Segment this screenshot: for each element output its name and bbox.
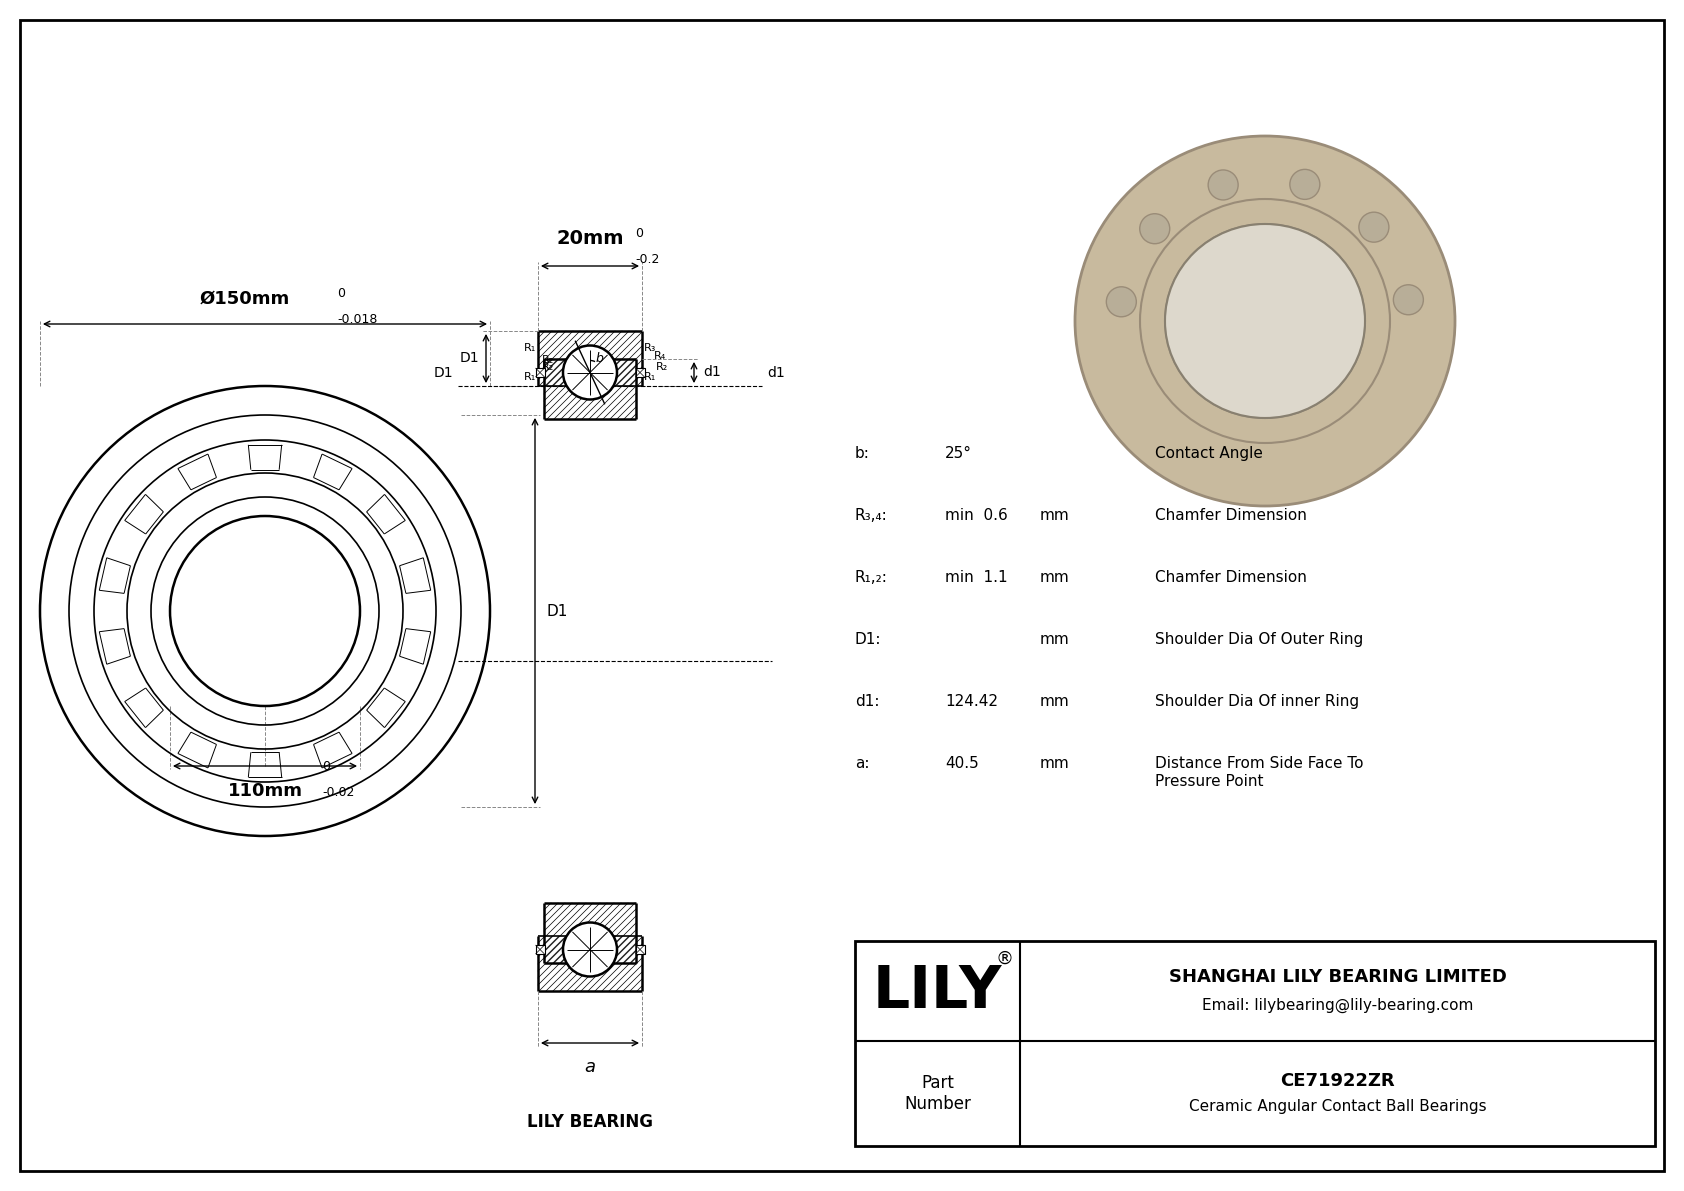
Text: mm: mm: [1041, 509, 1069, 523]
Circle shape: [562, 345, 616, 399]
Text: D1:: D1:: [855, 632, 881, 647]
Text: R₂: R₂: [542, 362, 554, 372]
Ellipse shape: [1074, 136, 1455, 506]
Text: R₁,₂:: R₁,₂:: [855, 570, 887, 585]
Text: Chamfer Dimension: Chamfer Dimension: [1155, 570, 1307, 585]
Ellipse shape: [1140, 213, 1170, 244]
Ellipse shape: [1165, 224, 1366, 418]
Text: Pressure Point: Pressure Point: [1155, 774, 1263, 788]
Text: d1: d1: [702, 366, 721, 380]
Text: 124.42: 124.42: [945, 694, 999, 709]
Ellipse shape: [1165, 224, 1366, 418]
Text: Email: lilybearing@lily-bearing.com: Email: lilybearing@lily-bearing.com: [1202, 997, 1474, 1012]
Text: Contact Angle: Contact Angle: [1155, 445, 1263, 461]
Text: R₃: R₃: [643, 343, 657, 353]
Text: Part
Number: Part Number: [904, 1074, 972, 1112]
Text: Distance From Side Face To: Distance From Side Face To: [1155, 756, 1364, 771]
Text: SHANGHAI LILY BEARING LIMITED: SHANGHAI LILY BEARING LIMITED: [1169, 968, 1507, 986]
Text: -0.018: -0.018: [337, 313, 377, 326]
Text: Ø150mm: Ø150mm: [200, 289, 290, 308]
Text: D1: D1: [460, 351, 478, 366]
Text: Ceramic Angular Contact Ball Bearings: Ceramic Angular Contact Ball Bearings: [1189, 1099, 1487, 1114]
Text: mm: mm: [1041, 694, 1069, 709]
Text: mm: mm: [1041, 756, 1069, 771]
Text: R₁: R₁: [524, 343, 536, 353]
Text: mm: mm: [1041, 570, 1069, 585]
Text: b:: b:: [855, 445, 871, 461]
Text: LILY BEARING: LILY BEARING: [527, 1114, 653, 1131]
Ellipse shape: [1290, 169, 1320, 199]
Text: 0: 0: [635, 227, 643, 241]
Text: d1: d1: [766, 366, 785, 380]
Text: b: b: [596, 353, 605, 366]
Text: Shoulder Dia Of Outer Ring: Shoulder Dia Of Outer Ring: [1155, 632, 1364, 647]
Text: R₃,₄:: R₃,₄:: [855, 509, 887, 523]
Text: 25°: 25°: [945, 445, 972, 461]
Text: a:: a:: [855, 756, 869, 771]
Text: LILY: LILY: [872, 962, 1002, 1019]
Text: Chamfer Dimension: Chamfer Dimension: [1155, 509, 1307, 523]
Text: 20mm: 20mm: [556, 229, 623, 248]
Text: a: a: [584, 1058, 596, 1075]
Text: Shoulder Dia Of inner Ring: Shoulder Dia Of inner Ring: [1155, 694, 1359, 709]
Text: min  0.6: min 0.6: [945, 509, 1007, 523]
Text: D1: D1: [547, 604, 569, 618]
Text: min  1.1: min 1.1: [945, 570, 1007, 585]
Text: 0: 0: [337, 287, 345, 300]
Text: 110mm: 110mm: [227, 782, 303, 800]
Text: R₁: R₁: [643, 372, 657, 382]
Bar: [635, 944, 645, 954]
Circle shape: [562, 923, 616, 977]
Text: R₁: R₁: [524, 372, 536, 382]
Text: D1: D1: [433, 366, 453, 380]
Text: -0.2: -0.2: [635, 252, 660, 266]
Text: R₂: R₂: [542, 355, 554, 364]
Text: -0.02: -0.02: [322, 786, 354, 799]
Bar: [536, 944, 544, 954]
Bar: [536, 368, 544, 378]
Ellipse shape: [1393, 285, 1423, 314]
Text: ®: ®: [995, 950, 1014, 968]
Text: R₄: R₄: [653, 351, 667, 361]
Text: R₂: R₂: [657, 362, 669, 372]
Text: 0: 0: [322, 760, 330, 773]
Ellipse shape: [1106, 287, 1137, 317]
Ellipse shape: [1207, 170, 1238, 200]
Text: d1:: d1:: [855, 694, 879, 709]
Ellipse shape: [1359, 212, 1389, 242]
Bar: [635, 368, 645, 378]
Text: mm: mm: [1041, 632, 1069, 647]
Text: CE71922ZR: CE71922ZR: [1280, 1072, 1394, 1090]
Text: 40.5: 40.5: [945, 756, 978, 771]
Bar: [855, 941, 1655, 1146]
